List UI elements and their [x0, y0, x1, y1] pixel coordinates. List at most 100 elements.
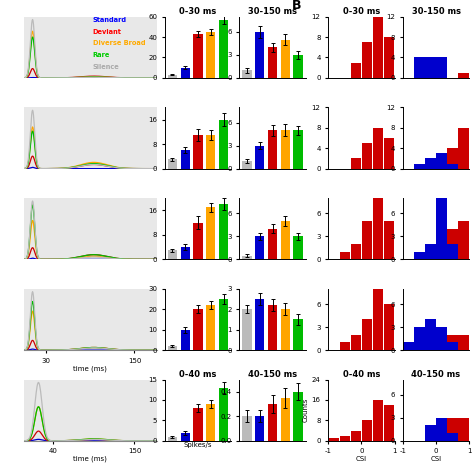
- Bar: [425, 426, 436, 441]
- Bar: [339, 252, 350, 259]
- Bar: [255, 299, 264, 350]
- Text: Standard: Standard: [93, 17, 127, 23]
- Bar: [458, 335, 469, 350]
- Text: B: B: [292, 0, 302, 12]
- Bar: [206, 32, 215, 78]
- Bar: [219, 119, 228, 169]
- Title: 30-150 ms: 30-150 ms: [248, 7, 297, 16]
- Bar: [206, 135, 215, 169]
- Bar: [373, 198, 383, 259]
- Bar: [168, 437, 177, 441]
- Bar: [242, 70, 252, 78]
- Bar: [268, 305, 277, 350]
- Bar: [193, 309, 202, 350]
- Bar: [242, 416, 252, 441]
- Bar: [281, 221, 290, 259]
- Bar: [362, 420, 372, 441]
- Bar: [447, 244, 458, 259]
- Bar: [436, 418, 447, 441]
- Bar: [242, 255, 252, 259]
- Bar: [168, 159, 177, 169]
- Bar: [339, 436, 350, 441]
- Title: 40-150 ms: 40-150 ms: [248, 370, 297, 379]
- Bar: [193, 223, 202, 259]
- Bar: [206, 305, 215, 350]
- Bar: [384, 37, 394, 78]
- Bar: [458, 128, 469, 169]
- Bar: [181, 329, 190, 350]
- Bar: [447, 164, 458, 169]
- Bar: [458, 73, 469, 78]
- Bar: [281, 398, 290, 441]
- Bar: [255, 146, 264, 169]
- Bar: [242, 309, 252, 350]
- Bar: [447, 229, 458, 244]
- Bar: [293, 237, 303, 259]
- Bar: [181, 247, 190, 259]
- Bar: [219, 19, 228, 78]
- Bar: [268, 404, 277, 441]
- Text: Rare: Rare: [93, 52, 110, 58]
- Bar: [447, 335, 458, 342]
- Bar: [255, 237, 264, 259]
- Bar: [193, 408, 202, 441]
- Bar: [414, 327, 425, 350]
- Bar: [436, 153, 447, 169]
- Title: 0-30 ms: 0-30 ms: [179, 7, 217, 16]
- Bar: [351, 335, 361, 350]
- Y-axis label: Counts: Counts: [303, 398, 309, 422]
- Bar: [181, 150, 190, 169]
- Bar: [362, 319, 372, 350]
- Bar: [351, 158, 361, 169]
- Bar: [436, 198, 447, 259]
- Bar: [328, 438, 339, 441]
- Bar: [425, 319, 436, 350]
- Bar: [373, 289, 383, 350]
- Text: Diverse Broad: Diverse Broad: [93, 40, 146, 46]
- Bar: [384, 138, 394, 169]
- Bar: [414, 252, 425, 259]
- Bar: [293, 55, 303, 78]
- Bar: [193, 34, 202, 78]
- Bar: [362, 42, 372, 78]
- Bar: [293, 130, 303, 169]
- Bar: [268, 47, 277, 78]
- Bar: [425, 158, 436, 169]
- X-axis label: CSI: CSI: [430, 456, 442, 462]
- Text: Silence: Silence: [93, 64, 119, 70]
- Bar: [255, 416, 264, 441]
- Bar: [414, 164, 425, 169]
- Bar: [414, 57, 425, 78]
- Bar: [281, 40, 290, 78]
- Bar: [425, 244, 436, 259]
- X-axis label: time (ms): time (ms): [73, 456, 107, 462]
- Bar: [362, 221, 372, 259]
- Bar: [373, 128, 383, 169]
- Bar: [206, 404, 215, 441]
- Bar: [384, 405, 394, 441]
- Bar: [281, 309, 290, 350]
- Text: Deviant: Deviant: [93, 29, 122, 35]
- Bar: [362, 143, 372, 169]
- Bar: [219, 388, 228, 441]
- Bar: [281, 130, 290, 169]
- Bar: [339, 342, 350, 350]
- Bar: [436, 327, 447, 350]
- Bar: [168, 250, 177, 259]
- Bar: [403, 342, 414, 350]
- Bar: [425, 57, 436, 78]
- Bar: [351, 244, 361, 259]
- Bar: [255, 32, 264, 78]
- Bar: [293, 392, 303, 441]
- Bar: [268, 130, 277, 169]
- Bar: [384, 221, 394, 259]
- Title: 30-150 ms: 30-150 ms: [411, 7, 461, 16]
- Bar: [242, 161, 252, 169]
- Bar: [219, 204, 228, 259]
- Bar: [384, 304, 394, 350]
- X-axis label: Spikes/s: Spikes/s: [184, 442, 212, 448]
- Bar: [458, 221, 469, 259]
- Title: 0-30 ms: 0-30 ms: [343, 7, 380, 16]
- Bar: [447, 433, 458, 441]
- Bar: [193, 135, 202, 169]
